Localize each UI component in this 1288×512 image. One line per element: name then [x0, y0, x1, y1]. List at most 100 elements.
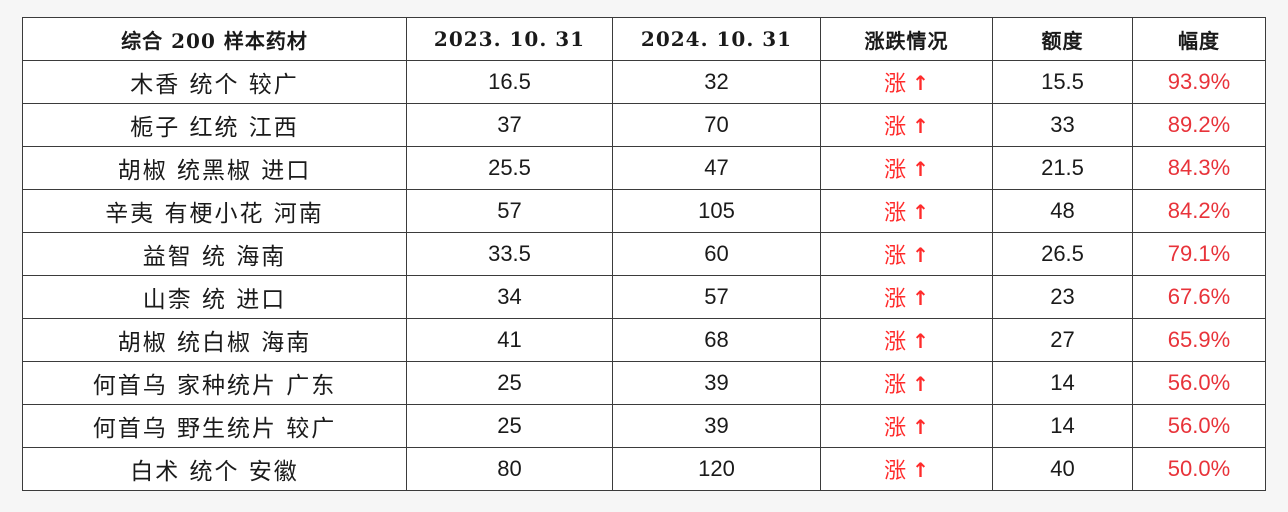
- trend-label: 涨: [884, 72, 907, 97]
- up-arrow-icon: ↑: [912, 329, 929, 353]
- amount-cell: 48: [992, 189, 1133, 233]
- percent-cell: 50.0%: [1132, 447, 1266, 491]
- up-arrow-icon: ↑: [912, 372, 929, 396]
- price-2024-cell: 105: [612, 189, 821, 233]
- trend-label: 涨: [884, 459, 907, 484]
- price-2024-cell: 57: [612, 275, 821, 319]
- trend-cell: 涨 ↑: [820, 361, 993, 405]
- trend-cell: 涨 ↑: [820, 103, 993, 147]
- table-row: 胡椒 统白椒 海南 41 68 涨 ↑ 27 65.9%: [22, 318, 1266, 362]
- amount-cell: 23: [992, 275, 1133, 319]
- table-body: 木香 统个 较广 16.5 32 涨 ↑ 15.5 93.9% 栀子 红统 江西 37 70 涨 ↑ 3…: [22, 60, 1266, 491]
- trend-cell: 涨 ↑: [820, 189, 993, 233]
- percent-cell: 56.0%: [1132, 404, 1266, 448]
- price-2024-cell: 120: [612, 447, 821, 491]
- price-2024-cell: 68: [612, 318, 821, 362]
- table-row: 胡椒 统黑椒 进口 25.5 47 涨 ↑ 21.5 84.3%: [22, 146, 1266, 190]
- header-row: 综合 200 样本药材 2023. 10. 31 2024. 10. 31 涨跌…: [22, 17, 1266, 61]
- header-date-2023: 2023. 10. 31: [406, 17, 613, 61]
- price-2024-cell: 32: [612, 60, 821, 104]
- table-row: 何首乌 野生统片 较广 25 39 涨 ↑ 14 56.0%: [22, 404, 1266, 448]
- herb-name-cell: 益智 统 海南: [22, 232, 407, 276]
- herb-name-cell: 何首乌 野生统片 较广: [22, 404, 407, 448]
- percent-cell: 93.9%: [1132, 60, 1266, 104]
- up-arrow-icon: ↑: [912, 71, 929, 95]
- up-arrow-icon: ↑: [912, 157, 929, 181]
- table-row: 山柰 统 进口 34 57 涨 ↑ 23 67.6%: [22, 275, 1266, 319]
- price-2023-cell: 25: [406, 404, 613, 448]
- price-2024-cell: 60: [612, 232, 821, 276]
- herb-name-cell: 白术 统个 安徽: [22, 447, 407, 491]
- table-row: 何首乌 家种统片 广东 25 39 涨 ↑ 14 56.0%: [22, 361, 1266, 405]
- table-row: 栀子 红统 江西 37 70 涨 ↑ 33 89.2%: [22, 103, 1266, 147]
- amount-cell: 26.5: [992, 232, 1133, 276]
- trend-label: 涨: [884, 244, 907, 269]
- price-2024-cell: 39: [612, 361, 821, 405]
- table-row: 益智 统 海南 33.5 60 涨 ↑ 26.5 79.1%: [22, 232, 1266, 276]
- trend-cell: 涨 ↑: [820, 232, 993, 276]
- trend-cell: 涨 ↑: [820, 447, 993, 491]
- up-arrow-icon: ↑: [912, 114, 929, 138]
- up-arrow-icon: ↑: [912, 200, 929, 224]
- trend-cell: 涨 ↑: [820, 60, 993, 104]
- percent-cell: 84.3%: [1132, 146, 1266, 190]
- header-amount: 额度: [992, 17, 1133, 61]
- percent-cell: 67.6%: [1132, 275, 1266, 319]
- trend-label: 涨: [884, 158, 907, 183]
- price-2023-cell: 25: [406, 361, 613, 405]
- trend-cell: 涨 ↑: [820, 404, 993, 448]
- trend-label: 涨: [884, 201, 907, 226]
- amount-cell: 21.5: [992, 146, 1133, 190]
- table-row: 白术 统个 安徽 80 120 涨 ↑ 40 50.0%: [22, 447, 1266, 491]
- percent-cell: 84.2%: [1132, 189, 1266, 233]
- herb-name-cell: 胡椒 统黑椒 进口: [22, 146, 407, 190]
- up-arrow-icon: ↑: [912, 415, 929, 439]
- herb-name-cell: 辛夷 有梗小花 河南: [22, 189, 407, 233]
- trend-cell: 涨 ↑: [820, 146, 993, 190]
- up-arrow-icon: ↑: [912, 243, 929, 267]
- herb-name-cell: 何首乌 家种统片 广东: [22, 361, 407, 405]
- trend-label: 涨: [884, 330, 907, 355]
- price-change-table: 综合 200 样本药材 2023. 10. 31 2024. 10. 31 涨跌…: [22, 17, 1266, 491]
- price-2024-cell: 47: [612, 146, 821, 190]
- percent-cell: 65.9%: [1132, 318, 1266, 362]
- price-2023-cell: 16.5: [406, 60, 613, 104]
- trend-label: 涨: [884, 287, 907, 312]
- trend-label: 涨: [884, 416, 907, 441]
- price-2024-cell: 70: [612, 103, 821, 147]
- herb-name-cell: 山柰 统 进口: [22, 275, 407, 319]
- percent-cell: 79.1%: [1132, 232, 1266, 276]
- percent-cell: 89.2%: [1132, 103, 1266, 147]
- price-2023-cell: 25.5: [406, 146, 613, 190]
- amount-cell: 40: [992, 447, 1133, 491]
- price-2024-cell: 39: [612, 404, 821, 448]
- header-date-2024: 2024. 10. 31: [612, 17, 821, 61]
- price-2023-cell: 33.5: [406, 232, 613, 276]
- herb-name-cell: 胡椒 统白椒 海南: [22, 318, 407, 362]
- herb-name-cell: 栀子 红统 江西: [22, 103, 407, 147]
- up-arrow-icon: ↑: [912, 286, 929, 310]
- price-2023-cell: 57: [406, 189, 613, 233]
- trend-cell: 涨 ↑: [820, 318, 993, 362]
- amount-cell: 15.5: [992, 60, 1133, 104]
- price-2023-cell: 37: [406, 103, 613, 147]
- price-2023-cell: 34: [406, 275, 613, 319]
- price-2023-cell: 41: [406, 318, 613, 362]
- header-percent: 幅度: [1132, 17, 1266, 61]
- header-trend: 涨跌情况: [820, 17, 993, 61]
- amount-cell: 33: [992, 103, 1133, 147]
- amount-cell: 14: [992, 361, 1133, 405]
- header-sample-herb: 综合 200 样本药材: [22, 17, 407, 61]
- trend-cell: 涨 ↑: [820, 275, 993, 319]
- trend-label: 涨: [884, 373, 907, 398]
- up-arrow-icon: ↑: [912, 458, 929, 482]
- amount-cell: 27: [992, 318, 1133, 362]
- amount-cell: 14: [992, 404, 1133, 448]
- table-row: 木香 统个 较广 16.5 32 涨 ↑ 15.5 93.9%: [22, 60, 1266, 104]
- table-row: 辛夷 有梗小花 河南 57 105 涨 ↑ 48 84.2%: [22, 189, 1266, 233]
- trend-label: 涨: [884, 115, 907, 140]
- percent-cell: 56.0%: [1132, 361, 1266, 405]
- herb-name-cell: 木香 统个 较广: [22, 60, 407, 104]
- price-2023-cell: 80: [406, 447, 613, 491]
